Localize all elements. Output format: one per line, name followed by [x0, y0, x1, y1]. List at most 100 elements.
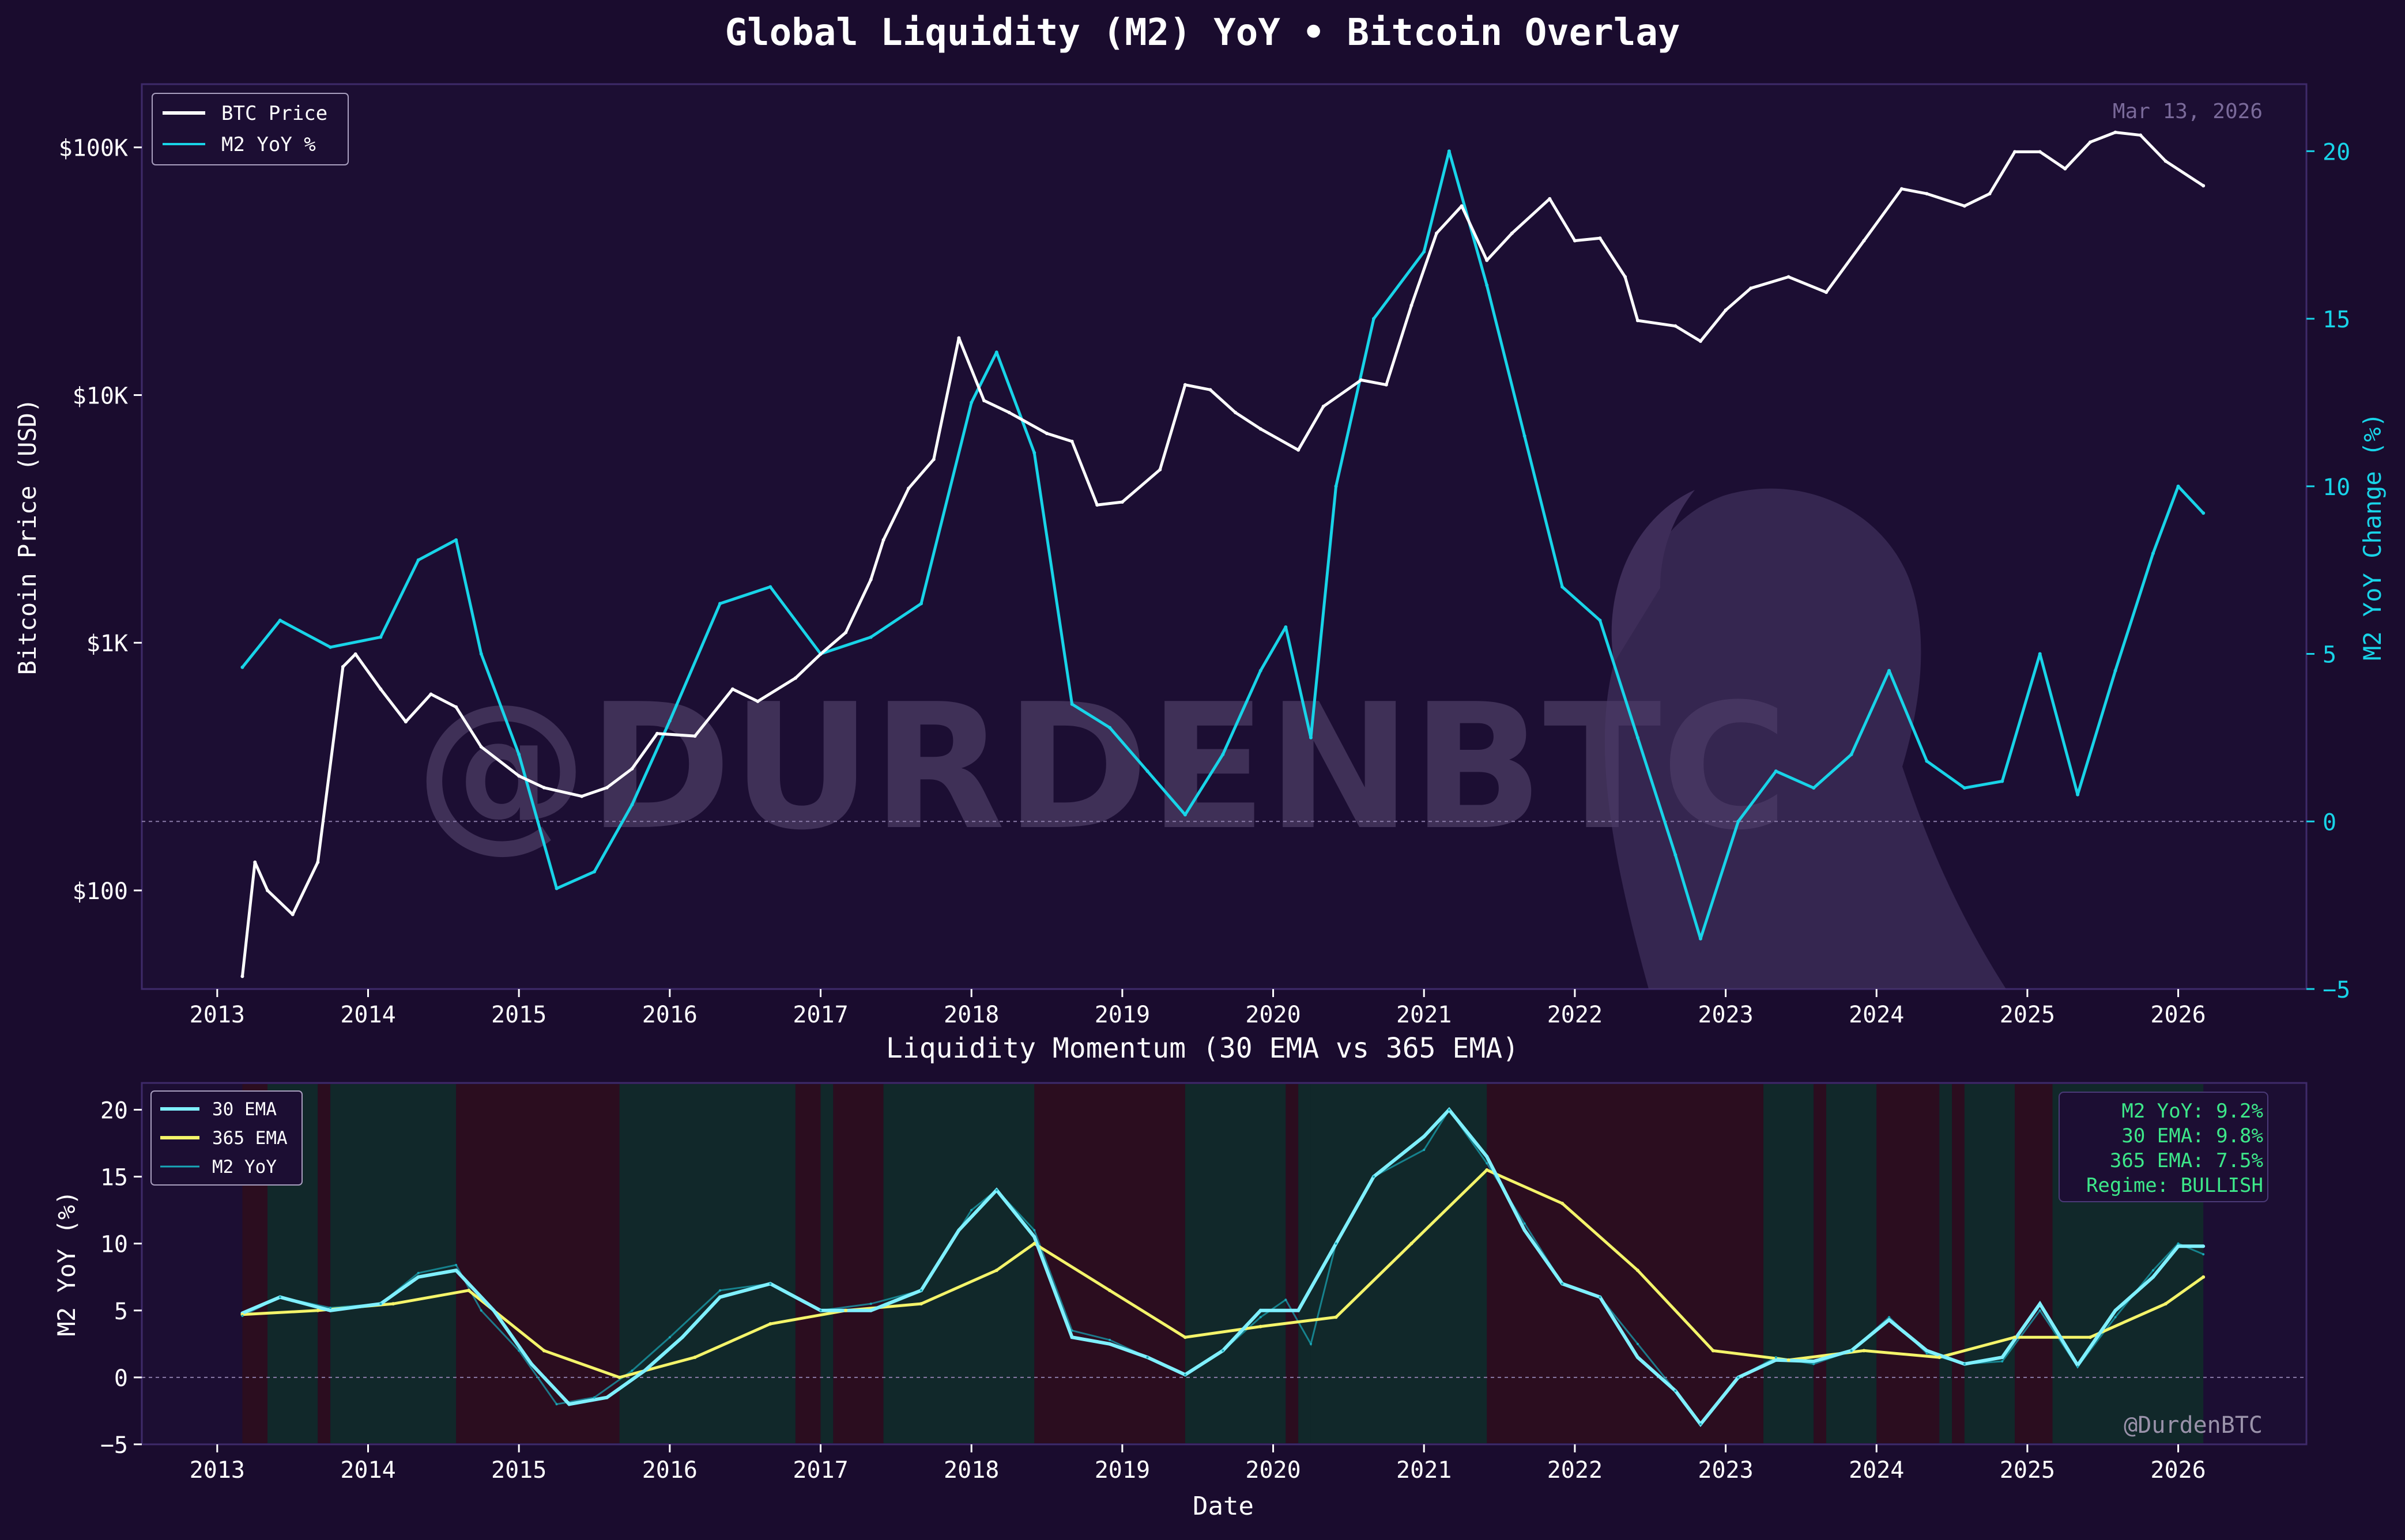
bottom-x-tick-label: 2025	[2000, 1457, 2055, 1484]
m2-yoy-point	[1522, 434, 1526, 438]
ema-30-point	[1887, 1318, 1891, 1322]
stats-box: M2 YoY: 9.2% 30 EMA: 9.8% 365 EMA: 7.5% …	[2059, 1092, 2268, 1202]
ema-30-point	[329, 1308, 333, 1312]
m2-yoy-point	[1887, 669, 1891, 673]
regime-band-bearish	[1487, 1084, 1763, 1443]
m2-yoy-point	[1485, 283, 1489, 287]
bottom-y-tick-label: 20	[100, 1097, 128, 1124]
top-x-tick-label: 2023	[1698, 1002, 1753, 1028]
btc-price-point	[1007, 410, 1011, 414]
m2-yoy-thin-point	[1925, 1352, 1928, 1355]
btc-price-point	[1460, 204, 1464, 208]
btc-price-point	[1321, 405, 1325, 409]
regime-band-bearish	[833, 1084, 884, 1443]
btc-price-point	[2063, 167, 2067, 171]
m2-yoy-thin-point	[631, 1369, 634, 1372]
btc-price-point	[1548, 197, 1552, 201]
ema-365-point	[994, 1269, 998, 1273]
m2-yoy-thin-point	[869, 1303, 872, 1305]
btc-price-point	[1183, 383, 1187, 387]
btc-price-point	[756, 699, 760, 703]
ema-365-point	[617, 1375, 621, 1379]
ema-365-point	[542, 1349, 546, 1353]
m2-yoy-thin-point	[1523, 1222, 1526, 1225]
m2-yoy-thin-point	[1146, 1356, 1149, 1359]
portrait-silhouette	[1604, 488, 2006, 989]
btc-price-point	[1435, 231, 1439, 235]
top-y2-tick-label: −5	[2323, 977, 2350, 1003]
m2-yoy-thin-point	[1737, 1376, 1740, 1379]
legend-ema30-label: 30 EMA	[212, 1099, 277, 1120]
top-plot-area	[141, 83, 2308, 990]
m2-yoy-point	[2151, 552, 2155, 556]
ema-30-point	[2113, 1308, 2117, 1312]
btc-price-point	[2163, 159, 2167, 163]
m2-yoy-thin-point	[593, 1396, 596, 1399]
m2-yoy-thin-point	[1699, 1423, 1702, 1426]
regime-band-bullish	[1185, 1084, 1286, 1443]
ema-30-point	[2202, 1244, 2206, 1248]
top-y2-ticks: −5 0 5 10 15 20	[2306, 139, 2350, 1003]
stats-box-frame	[2059, 1092, 2268, 1202]
ema-30-point	[454, 1269, 458, 1273]
m2-yoy-point	[1447, 149, 1451, 153]
btc-price-point	[1510, 231, 1514, 235]
m2-yoy-point	[329, 645, 333, 649]
ema-30-point	[1812, 1360, 1816, 1364]
m2-yoy-point	[1925, 759, 1929, 763]
regime-band-bullish	[1763, 1084, 1814, 1443]
m2-yoy-thin-point	[970, 1209, 973, 1211]
ema-365-point	[1786, 1358, 1790, 1362]
ema-30-line	[242, 1107, 2204, 1428]
bottom-x-tick-label: 2021	[1396, 1457, 1452, 1484]
ema-365-point	[316, 1308, 320, 1312]
ema-30-point	[1925, 1349, 1929, 1353]
m2-yoy-thin-point	[1070, 1329, 1073, 1332]
m2-yoy-point	[1849, 752, 1853, 756]
m2-yoy-thin-point	[2202, 1253, 2205, 1256]
btc-price-point	[454, 705, 458, 709]
m2-yoy-thin-point	[1599, 1296, 1601, 1299]
btc-price-point	[1409, 304, 1413, 308]
stat-m2-yoy: M2 YoY: 9.2%	[2121, 1100, 2263, 1123]
btc-price-point	[819, 652, 823, 656]
ema-30-point	[605, 1395, 609, 1399]
m2-yoy-thin-point	[1284, 1299, 1287, 1301]
top-x-tick-label: 2015	[491, 1002, 546, 1028]
btc-price-point	[2113, 130, 2117, 134]
btc-price-point	[1384, 383, 1388, 387]
ema-30-point	[529, 1362, 533, 1366]
btc-price-point	[1749, 286, 1753, 290]
m2-yoy-point	[517, 752, 521, 756]
regime-band-bullish	[619, 1084, 796, 1443]
m2-yoy-thin-point	[329, 1307, 332, 1309]
btc-price-point	[1598, 236, 1602, 240]
btc-price-point	[982, 399, 986, 403]
ema-30-point	[1032, 1235, 1036, 1239]
ema-30-point	[1296, 1308, 1300, 1312]
top-x-tick-label: 2016	[642, 1002, 698, 1028]
m2-yoy-thin-point	[1963, 1362, 1966, 1365]
bottom-x-tick-label: 2013	[190, 1457, 245, 1484]
bottom-y-tick-label: 5	[114, 1299, 128, 1325]
btc-price-point	[1724, 308, 1728, 312]
bottom-legend: 30 EMA 365 EMA M2 YoY	[150, 1090, 303, 1186]
btc-price-point	[2139, 133, 2143, 137]
btc-price-point	[542, 786, 546, 790]
regime-band-bearish	[2015, 1084, 2053, 1443]
bottom-x-axis-label: Date	[1193, 1492, 1254, 1521]
m2-yoy-thin-point	[1109, 1338, 1111, 1341]
top-y-tick-label: $1K	[86, 631, 128, 657]
m2-yoy-point	[1422, 250, 1426, 254]
ema-30-point	[1635, 1356, 1639, 1360]
regime-band-bearish	[1876, 1084, 1940, 1443]
m2-yoy-thin-point	[1335, 1242, 1337, 1245]
btc-price-point	[580, 794, 584, 798]
m2-yoy-point	[379, 635, 383, 639]
ema-30-point	[1522, 1228, 1526, 1232]
regime-band-bullish	[1298, 1084, 1311, 1443]
btc-price-point	[1158, 467, 1162, 471]
btc-price-point	[253, 860, 257, 865]
top-y2-tick-label: 20	[2323, 139, 2350, 165]
top-y-tick-label: $10K	[73, 383, 128, 409]
